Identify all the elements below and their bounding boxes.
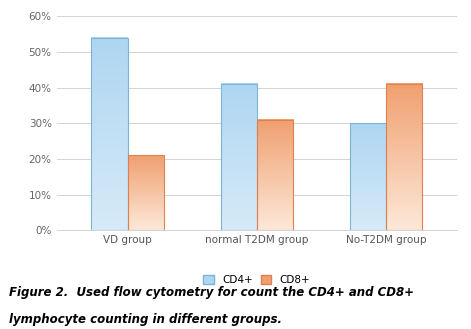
Bar [91,38,128,230]
Text: lymphocyte counting in different groups.: lymphocyte counting in different groups. [9,313,283,326]
Legend: CD4+, CD8+: CD4+, CD8+ [203,275,310,285]
Bar [257,120,293,230]
Text: Figure 2.  Used flow cytometry for count the CD4+ and CD8+: Figure 2. Used flow cytometry for count … [9,286,414,299]
Bar [220,84,257,230]
Bar [386,84,422,230]
Bar [349,123,386,230]
Bar [128,155,164,230]
